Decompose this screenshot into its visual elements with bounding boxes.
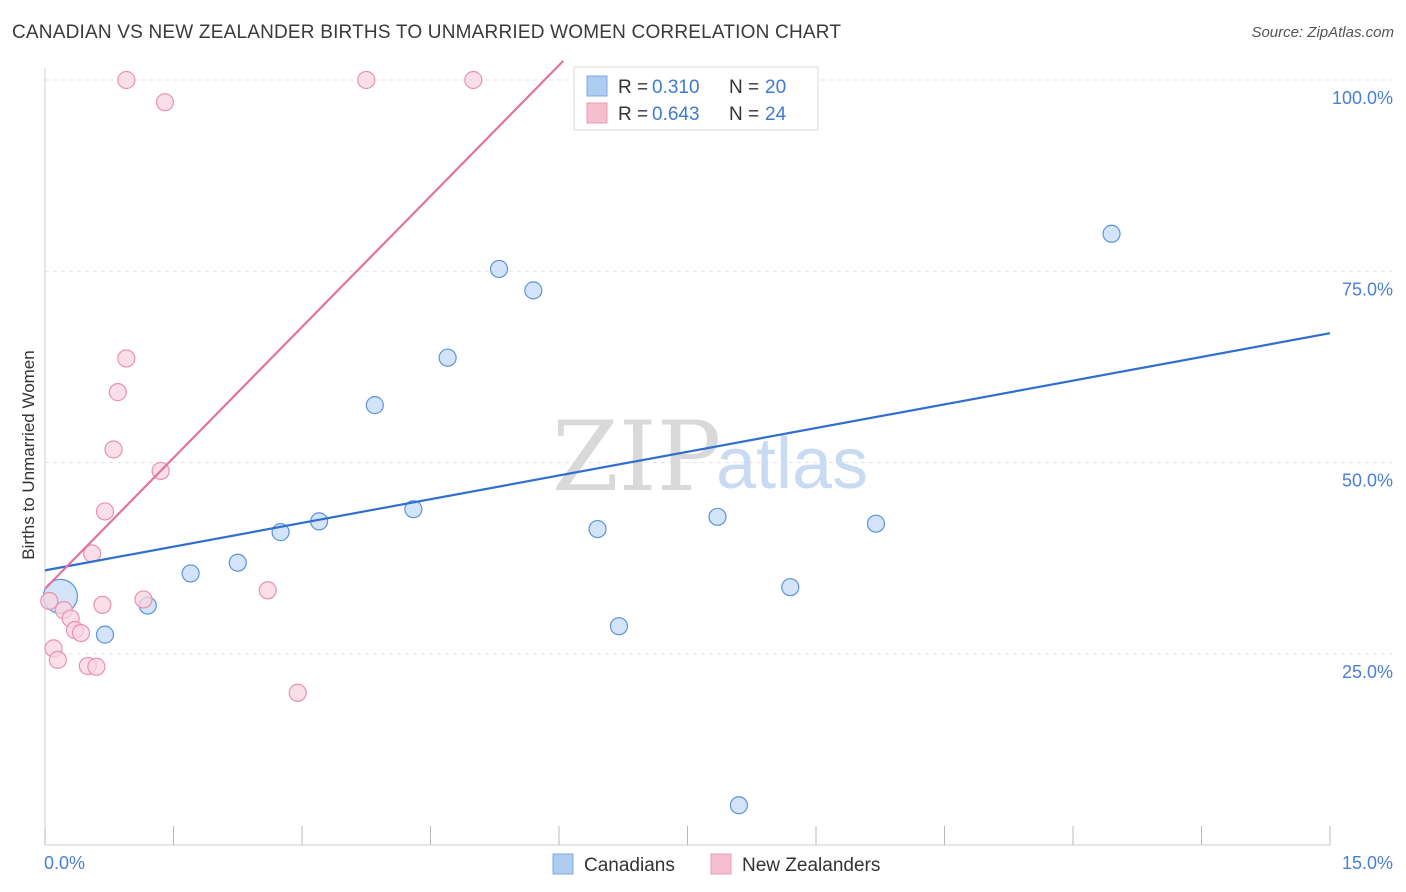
point-new-zealanders-22 — [464, 70, 483, 90]
trend-lines — [44, 60, 1331, 590]
y-tick-label-25: 25.0% — [1342, 662, 1393, 682]
r-value-new-zealanders: 0.643 — [652, 104, 700, 125]
point-canadians-11 — [524, 281, 543, 300]
point-new-zealanders-14 — [117, 349, 136, 368]
point-canadians-3 — [181, 564, 200, 583]
n-value-new-zealanders: 24 — [765, 104, 787, 125]
x-tick-label-15: 15.0% — [1342, 853, 1393, 873]
watermark-atlas: atlas — [716, 424, 868, 504]
r-value-canadians: 0.310 — [652, 77, 700, 98]
point-canadians-4 — [228, 553, 247, 572]
y-tick-label-75: 75.0% — [1342, 279, 1393, 299]
y-tick-label-50: 50.0% — [1342, 471, 1393, 491]
point-new-zealanders-19 — [258, 581, 277, 600]
point-new-zealanders-6 — [71, 623, 91, 643]
legend-label-new-zealanders: New Zealanders — [742, 855, 880, 876]
r-label-new-zealanders: R = — [618, 104, 648, 125]
point-new-zealanders-11 — [95, 502, 115, 521]
point-canadians-18 — [866, 514, 886, 533]
point-canadians-13 — [609, 617, 629, 636]
point-new-zealanders-10 — [93, 595, 112, 614]
stats-legend: R = 0.310 N = 20 R = 0.643 N = 24 — [573, 66, 819, 131]
n-value-canadians: 20 — [765, 77, 786, 98]
point-canadians-15 — [708, 507, 727, 526]
point-new-zealanders-18 — [155, 93, 175, 112]
point-new-zealanders-9 — [87, 657, 106, 676]
point-new-zealanders-16 — [134, 590, 153, 609]
trend-line-new-zealanders — [44, 60, 565, 590]
stats-legend-frame — [573, 66, 819, 131]
y-tick-label-100: 100.0% — [1332, 88, 1393, 108]
new-zealanders-swatch — [586, 102, 608, 124]
watermark: ZIP atlas — [552, 401, 868, 513]
data-points — [40, 70, 1121, 815]
point-canadians-9 — [438, 348, 457, 367]
trend-line-canadians — [44, 332, 1331, 572]
x-tick-label-0: 0.0% — [44, 853, 85, 873]
canadians-swatch — [586, 75, 608, 97]
point-canadians-19 — [1102, 224, 1121, 243]
source-label: Source: ZipAtlas.com — [1251, 24, 1394, 41]
point-canadians-7 — [365, 396, 384, 415]
legend-label-canadians: Canadians — [584, 855, 675, 876]
n-label-new-zealanders: N = — [729, 104, 759, 125]
point-new-zealanders-20 — [288, 683, 307, 702]
legend-swatch-new-zealanders — [710, 853, 732, 875]
point-new-zealanders-13 — [108, 383, 127, 402]
point-new-zealanders-15 — [117, 70, 136, 90]
tick-labels: 25.0% 50.0% 75.0% 100.0% 0.0% 15.0% — [44, 88, 1393, 873]
point-canadians-12 — [588, 519, 607, 539]
axes — [44, 68, 1331, 846]
point-new-zealanders-2 — [48, 650, 67, 669]
point-new-zealanders-12 — [104, 440, 123, 459]
n-label-canadians: N = — [729, 77, 759, 98]
point-canadians-1 — [95, 625, 115, 644]
point-canadians-10 — [489, 259, 509, 279]
point-canadians-16 — [729, 796, 749, 815]
y-axis-title: Births to Unmarried Women — [19, 350, 38, 559]
point-new-zealanders-21 — [357, 70, 376, 90]
point-canadians-8 — [404, 500, 423, 519]
chart-title: CANADIAN VS NEW ZEALANDER BIRTHS TO UNMA… — [12, 22, 842, 43]
watermark-zip: ZIP — [552, 401, 721, 513]
series-legend: Canadians New Zealanders — [552, 853, 880, 876]
grid-lines — [45, 79, 1392, 655]
r-label-canadians: R = — [618, 77, 648, 98]
point-canadians-17 — [781, 578, 800, 597]
point-new-zealanders-0 — [40, 591, 59, 611]
legend-swatch-canadians — [552, 853, 574, 875]
